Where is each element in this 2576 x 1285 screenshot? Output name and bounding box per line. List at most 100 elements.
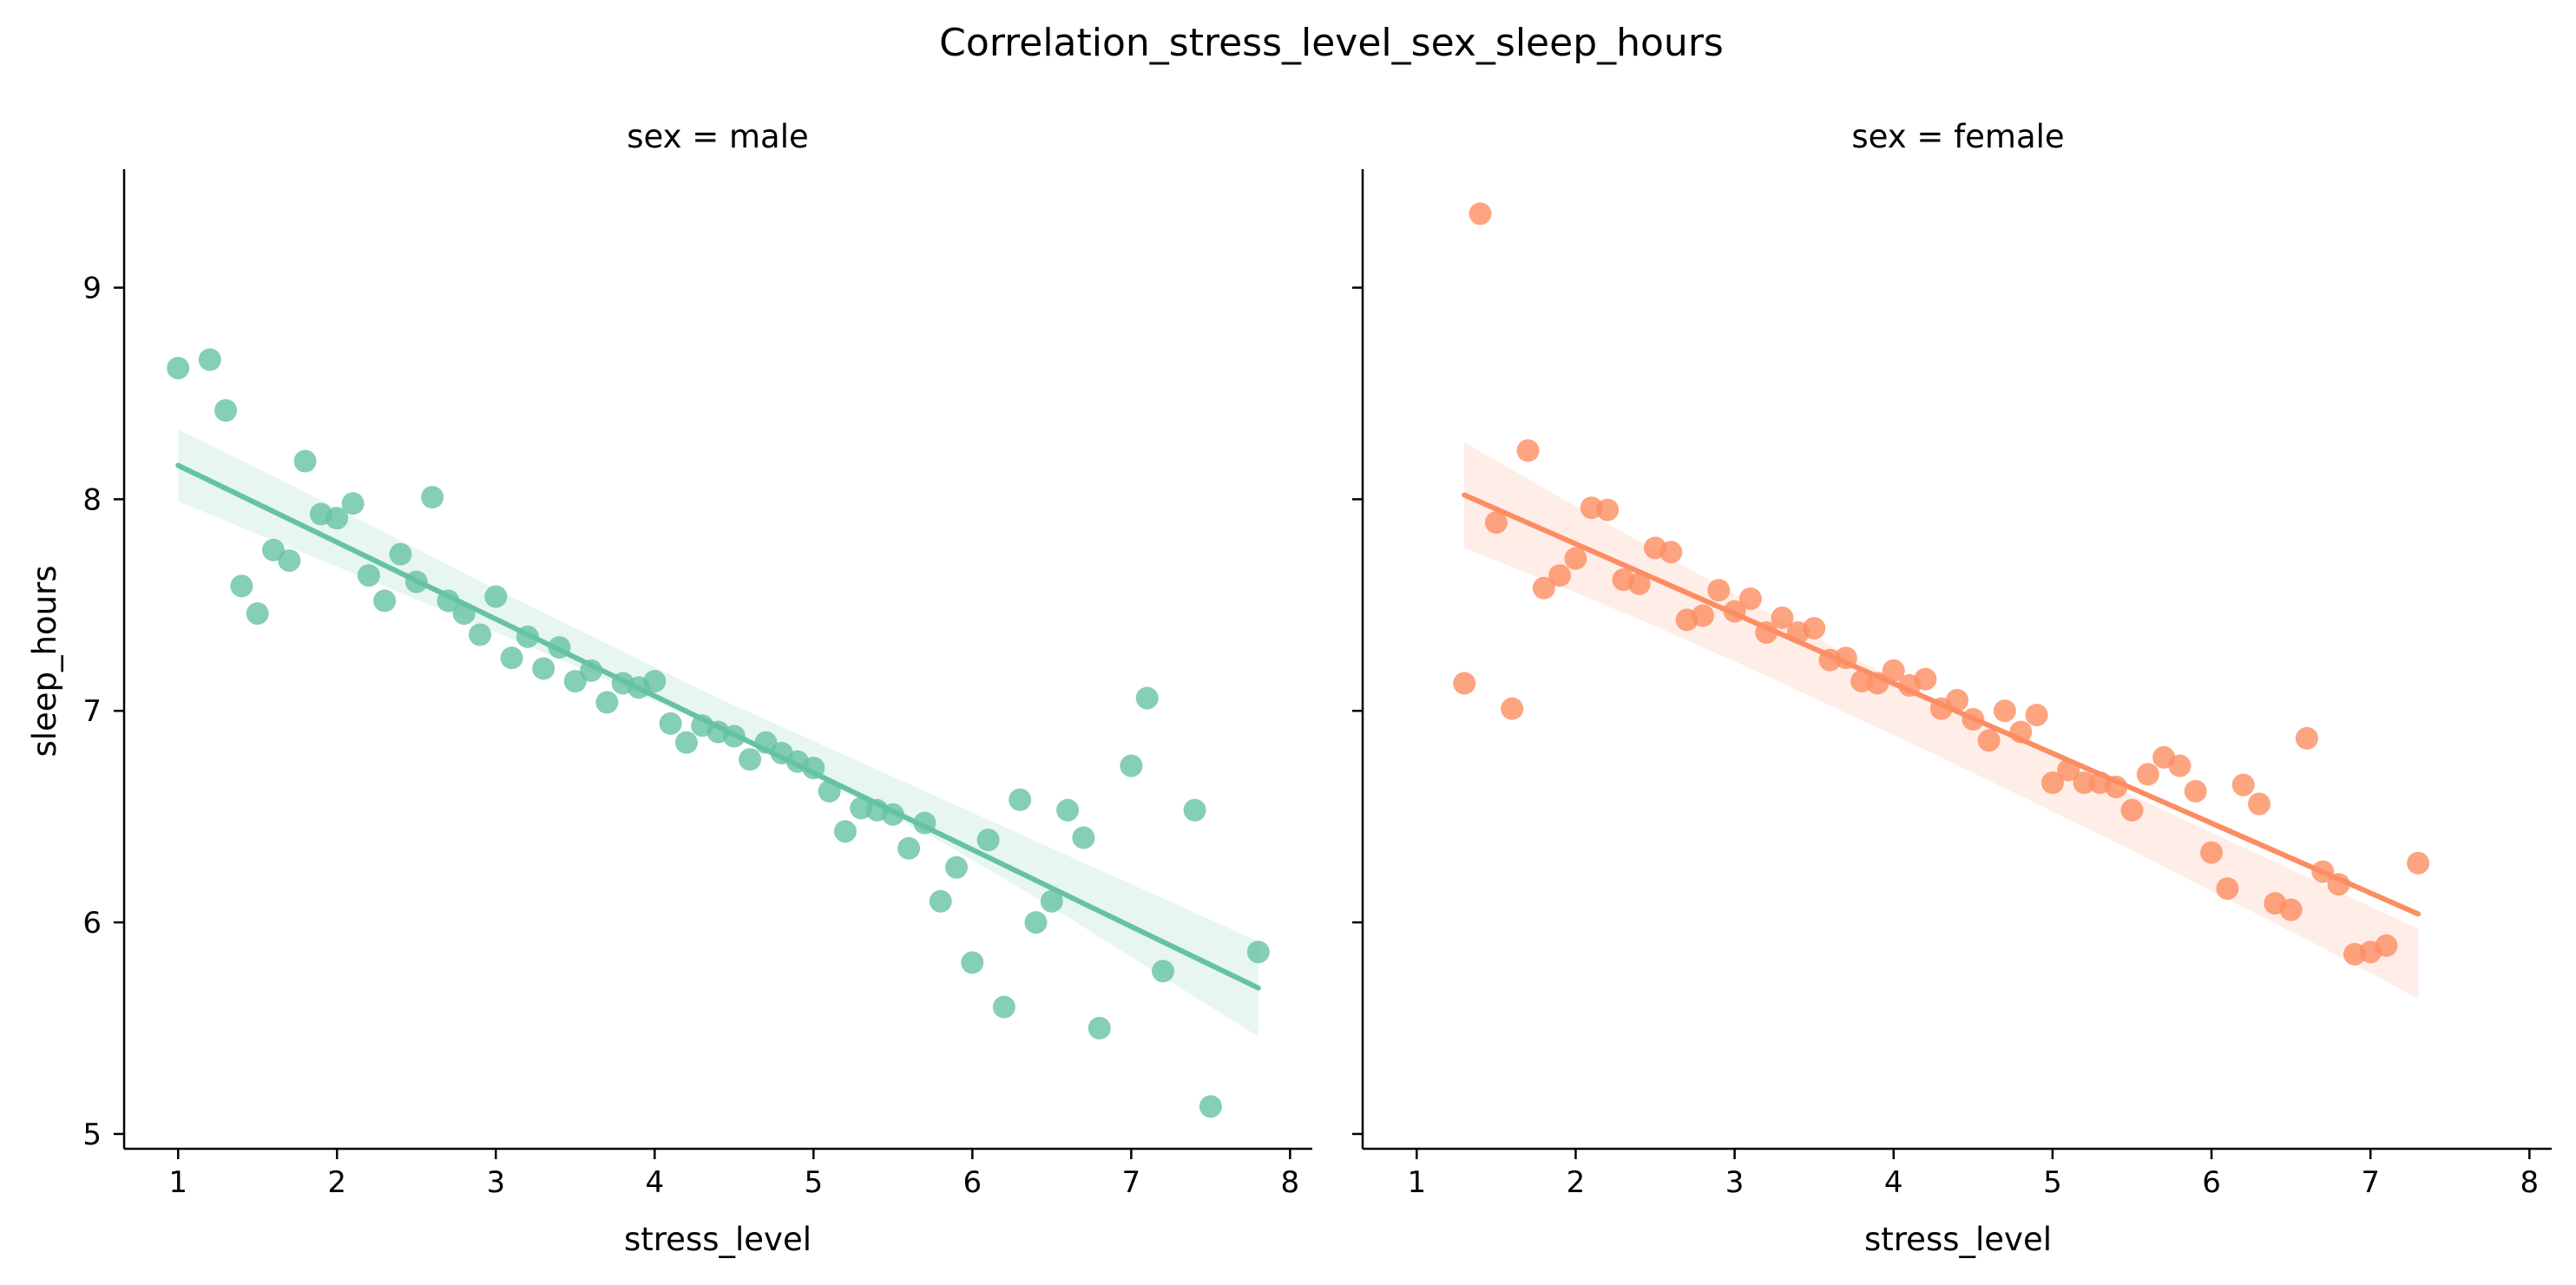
point-male-59 <box>1135 686 1159 710</box>
point-male-2 <box>214 399 238 422</box>
point-female-2 <box>1484 511 1508 534</box>
confidence-band-male <box>178 429 1258 1037</box>
point-female-27 <box>1882 659 1905 682</box>
point-male-41 <box>833 820 857 843</box>
y-tick-label-1: 6 <box>82 906 102 941</box>
point-female-42 <box>2120 798 2144 822</box>
point-male-60 <box>1152 960 1174 983</box>
point-male-35 <box>739 748 762 771</box>
point-male-12 <box>373 589 397 613</box>
x-axis-label-female: stress_level <box>1864 1221 2052 1258</box>
panel-female: sex = female 1 2 3 4 5 6 7 8 stress_level <box>1352 118 2552 1258</box>
point-female-58 <box>2375 934 2398 957</box>
point-female-13 <box>1659 541 1683 564</box>
point-female-0 <box>1453 672 1476 695</box>
point-male-18 <box>469 623 491 646</box>
point-male-61 <box>1183 798 1206 822</box>
point-female-59 <box>2407 851 2430 875</box>
x-tick-label-male-3: 4 <box>645 1165 664 1200</box>
point-male-50 <box>976 829 1000 851</box>
point-male-26 <box>595 691 619 714</box>
point-female-31 <box>1946 689 1968 711</box>
point-male-5 <box>262 538 285 561</box>
x-tick-label-male-6: 7 <box>1122 1165 1141 1200</box>
point-female-3 <box>1501 697 1524 720</box>
point-male-52 <box>1009 788 1032 811</box>
point-female-37 <box>2040 771 2064 795</box>
y-tick-label-0: 5 <box>82 1118 102 1152</box>
point-female-49 <box>2231 773 2255 797</box>
point-male-57 <box>1088 1017 1111 1039</box>
point-male-53 <box>1024 911 1048 934</box>
point-male-0 <box>167 357 190 380</box>
y-ticks-female <box>1352 286 1363 1136</box>
x-tick-label-female-6: 7 <box>2361 1165 2380 1200</box>
x-ticks-female: 1 2 3 4 5 6 7 8 <box>1407 1149 2539 1200</box>
point-female-50 <box>2248 792 2270 816</box>
point-male-1 <box>198 348 221 371</box>
point-male-19 <box>484 585 508 608</box>
point-female-52 <box>2279 898 2303 921</box>
y-tick-label-4: 9 <box>82 272 102 306</box>
point-male-45 <box>897 836 921 860</box>
point-female-9 <box>1596 498 1620 521</box>
point-male-15 <box>421 486 444 508</box>
panel-male: sex = male 1 2 3 4 5 6 7 8 5 6 7 8 9 stress_level s… <box>26 118 1312 1258</box>
regression-line-male <box>175 462 1261 991</box>
y-axis-label: sleep_hours <box>26 565 63 757</box>
point-male-49 <box>961 951 984 974</box>
point-female-48 <box>2216 877 2239 901</box>
point-male-9 <box>325 507 349 530</box>
point-male-63 <box>1246 941 1270 964</box>
point-female-47 <box>2200 841 2223 864</box>
point-male-20 <box>500 646 523 670</box>
regression-line-female <box>1462 492 2422 917</box>
point-male-51 <box>992 995 1015 1019</box>
x-tick-label-female-4: 5 <box>2043 1165 2062 1200</box>
point-female-29 <box>1914 667 1937 691</box>
point-male-22 <box>532 657 555 680</box>
point-male-62 <box>1199 1095 1222 1118</box>
point-male-56 <box>1072 826 1095 849</box>
x-tick-label-male-1: 2 <box>327 1165 346 1200</box>
point-male-54 <box>1040 889 1063 913</box>
x-tick-label-female-5: 6 <box>2202 1165 2221 1200</box>
point-male-6 <box>278 549 301 573</box>
x-tick-label-female-3: 4 <box>1884 1165 1903 1200</box>
point-female-4 <box>1516 439 1540 462</box>
x-tick-label-male-5: 6 <box>963 1165 982 1200</box>
panel-title-female: sex = female <box>1851 118 2064 155</box>
point-female-11 <box>1627 572 1651 595</box>
x-tick-label-male-2: 3 <box>486 1165 505 1200</box>
point-male-30 <box>659 711 682 735</box>
x-tick-label-female-7: 8 <box>2520 1165 2540 1200</box>
point-male-11 <box>357 564 380 587</box>
point-male-31 <box>674 731 698 754</box>
point-male-13 <box>389 542 412 566</box>
confidence-band-female <box>1464 442 2419 999</box>
x-axis-label-male: stress_level <box>624 1221 812 1258</box>
point-female-34 <box>1993 699 2016 723</box>
point-male-4 <box>246 602 269 626</box>
point-female-22 <box>1803 617 1826 640</box>
scatter-points-male <box>167 348 1270 1118</box>
point-female-33 <box>1977 729 2001 752</box>
panel-title-male: sex = male <box>627 118 809 155</box>
point-female-7 <box>1564 547 1587 570</box>
point-female-36 <box>2025 704 2048 727</box>
point-female-18 <box>1738 587 1762 610</box>
point-female-16 <box>1707 579 1731 602</box>
y-tick-label-2: 7 <box>82 694 102 729</box>
point-female-39 <box>2073 771 2096 795</box>
point-male-48 <box>945 856 968 879</box>
point-male-47 <box>929 889 952 913</box>
chart-title: Correlation_stress_level_sex_sleep_hours <box>939 21 1724 65</box>
point-female-5 <box>1532 576 1555 600</box>
point-male-10 <box>341 492 365 515</box>
point-male-7 <box>293 449 317 473</box>
point-female-1 <box>1469 202 1492 226</box>
x-tick-label-male-4: 5 <box>804 1165 823 1200</box>
y-tick-label-3: 8 <box>82 482 102 517</box>
x-ticks-male: 1 2 3 4 5 6 7 8 <box>168 1149 1299 1200</box>
